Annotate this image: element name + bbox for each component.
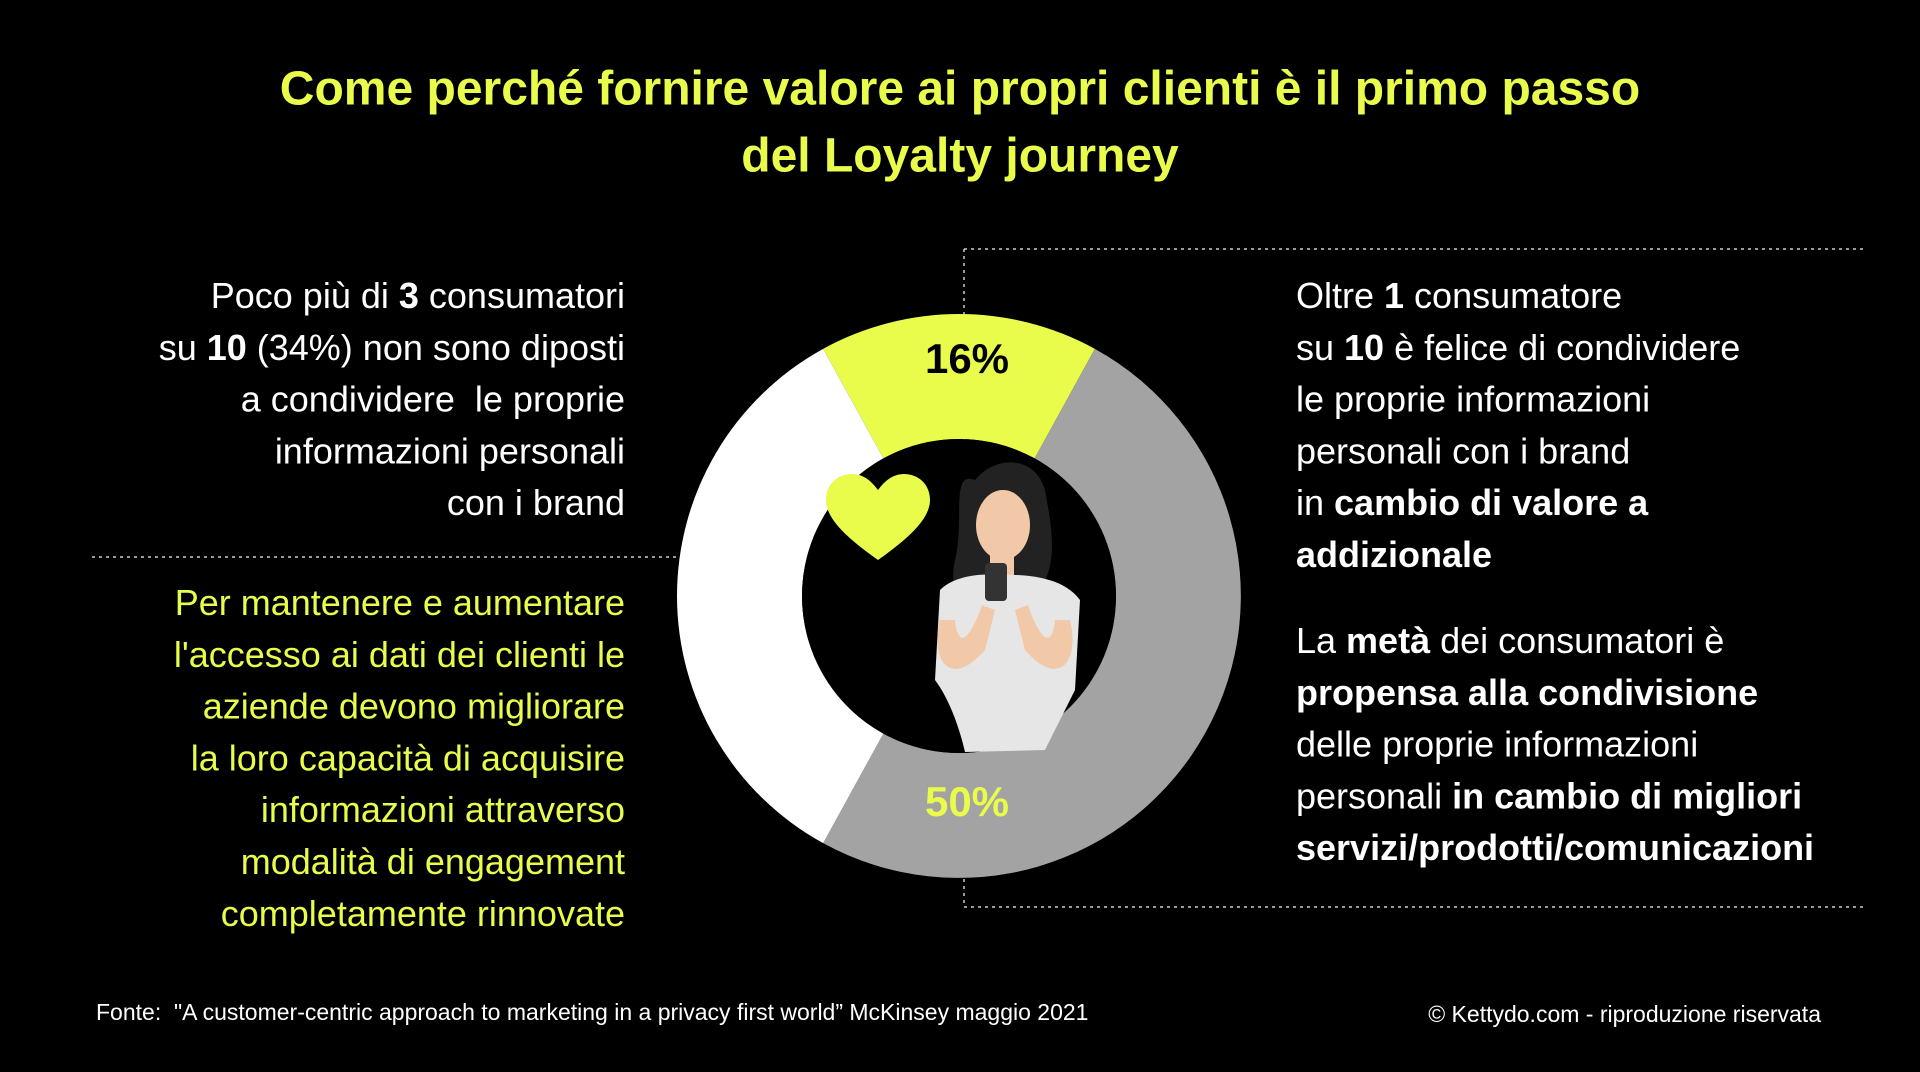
bold-run: propensa alla condivisione — [1296, 671, 1758, 712]
paragraph-line: La metà dei consumatori è — [1296, 620, 1724, 661]
text-run: le proprie informazioni — [1296, 378, 1650, 419]
bold-run: metà — [1346, 620, 1431, 661]
text-run: dei consumatori è — [1430, 620, 1724, 661]
donut-segment — [677, 348, 884, 844]
text-run: personali con i brand — [1296, 430, 1630, 471]
title-line: Come perché fornire valore ai propri cli… — [280, 63, 1640, 116]
paragraph-line: completamente rinnovate — [221, 892, 625, 933]
heart — [826, 474, 930, 560]
bold-run: in cambio di migliori — [1452, 775, 1802, 816]
text-run: personali — [1296, 775, 1452, 816]
paragraph-line: su 10 è felice di condividere — [1296, 326, 1740, 367]
bold-run: addizionale — [1296, 534, 1492, 575]
bold-run: 10 — [207, 326, 247, 367]
source: Fonte: "A customer-centric approach to m… — [96, 999, 1088, 1025]
text-run: La — [1296, 620, 1346, 661]
paragraph-line: delle proprie informazioni — [1296, 723, 1698, 764]
bold-run: servizi/prodotti/comunicazioni — [1296, 827, 1814, 868]
paragraph-line: addizionale — [1296, 534, 1492, 575]
paragraph-line: con i brand — [447, 482, 625, 523]
text-run: l'accesso ai dati dei clienti le — [174, 633, 625, 674]
text-run: Per mantenere e aumentare — [175, 582, 625, 623]
paragraph-line: su 10 (34%) non sono diposti — [159, 326, 625, 367]
text-run: Poco più di — [211, 275, 399, 316]
phone — [985, 563, 1007, 601]
text-run: consumatore — [1404, 275, 1622, 316]
text-run: modalità di engagement — [241, 841, 625, 882]
text-run: a condividere le proprie — [241, 378, 625, 419]
text-run: su — [159, 326, 207, 367]
text-run: in — [1296, 482, 1334, 523]
text-run: la loro capacità di acquisire — [191, 737, 625, 778]
text-run: Oltre — [1296, 275, 1384, 316]
bold-run: 3 — [399, 275, 419, 316]
bold-run: cambio di valore a — [1334, 482, 1649, 523]
face — [976, 490, 1030, 560]
paragraph-line: servizi/prodotti/comunicazioni — [1296, 827, 1814, 868]
paragraph-line: Per mantenere e aumentare — [175, 582, 625, 623]
segment-label: 16% — [925, 335, 1009, 382]
paragraph-line: Poco più di 3 consumatori — [211, 275, 625, 316]
copyright: © Kettydo.com - riproduzione riservata — [1428, 1001, 1821, 1027]
paragraph-line: Oltre 1 consumatore — [1296, 275, 1622, 316]
paragraph-line: le proprie informazioni — [1296, 378, 1650, 419]
text-run: con i brand — [447, 482, 625, 523]
text-run: consumatori — [419, 275, 625, 316]
text-run: informazioni attraverso — [261, 789, 625, 830]
paragraph-line: personali con i brand — [1296, 430, 1630, 471]
text-run: (34%) non sono diposti — [247, 326, 625, 367]
paragraph-line: modalità di engagement — [241, 841, 625, 882]
paragraph-line: la loro capacità di acquisire — [191, 737, 625, 778]
paragraph-line: personali in cambio di migliori — [1296, 775, 1802, 816]
donut-segment — [823, 348, 1241, 878]
paragraph-line: l'accesso ai dati dei clienti le — [174, 633, 625, 674]
paragraph-line: informazioni personali — [275, 430, 625, 471]
arm — [937, 605, 995, 669]
paragraph-line: aziende devono migliorare — [203, 685, 625, 726]
arm — [1015, 605, 1073, 669]
paragraph-line: in cambio di valore a — [1296, 482, 1649, 523]
paragraph-line: propensa alla condivisione — [1296, 671, 1758, 712]
bold-run: 1 — [1384, 275, 1404, 316]
text-run: delle proprie informazioni — [1296, 723, 1698, 764]
paragraph-line: informazioni attraverso — [261, 789, 625, 830]
text-run: informazioni personali — [275, 430, 625, 471]
segment-label: 50% — [925, 778, 1009, 825]
text-run: completamente rinnovate — [221, 892, 625, 933]
donut-segment — [823, 314, 1095, 459]
text-run: su — [1296, 326, 1344, 367]
text-run: è felice di condividere — [1384, 326, 1740, 367]
bold-run: 10 — [1344, 326, 1384, 367]
text-run: aziende devono migliorare — [203, 685, 625, 726]
title-line: del Loyalty journey — [741, 130, 1179, 183]
paragraph-line: a condividere le proprie — [241, 378, 625, 419]
shirt — [935, 574, 1080, 752]
illustration — [826, 462, 1080, 752]
